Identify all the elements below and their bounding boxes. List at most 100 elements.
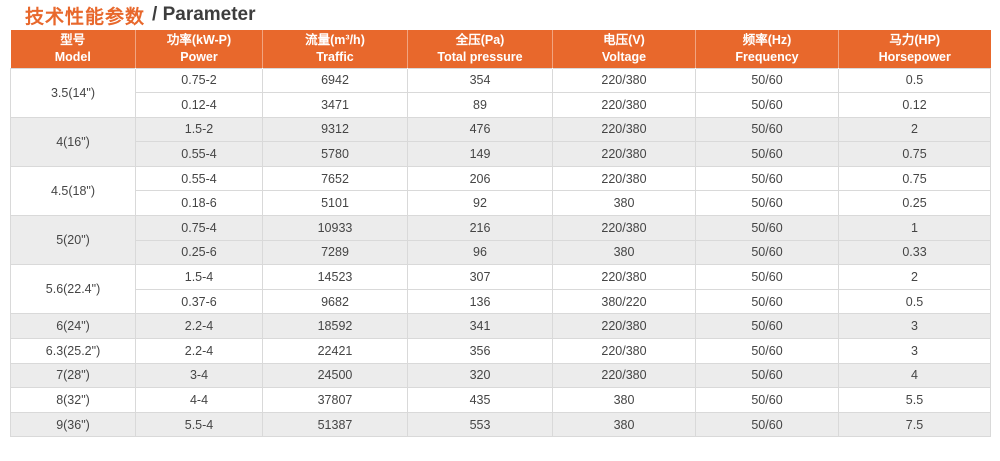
table-cell: 50/60 [695,141,839,167]
table-cell: 380 [552,387,696,413]
table-cell: 50/60 [695,215,839,241]
table-cell: 0.33 [838,239,991,266]
table-cell: 0.5 [838,67,991,94]
column-header-en: Total pressure [437,49,523,64]
table-cell: 50/60 [695,338,839,364]
table-cell: 220/380 [552,165,696,192]
column-header-en: Power [180,49,218,64]
table-cell: 220/380 [552,215,696,241]
model-cell: 7(28") [10,362,136,389]
table-cell: 50/60 [695,288,839,315]
column-header-total-pressure: 全压(Pa) Total pressure [407,30,553,68]
table-cell: 220/380 [552,313,696,340]
column-header-frequency: 频率(Hz) Frequency [695,30,839,68]
model-cell: 3.5(14") [10,67,136,118]
column-header-voltage: 电压(V) Voltage [552,30,696,68]
table-cell: 307 [407,264,553,290]
table-cell: 50/60 [695,411,839,438]
table-cell: 220/380 [552,338,696,364]
table-cell: 50/60 [695,313,839,340]
table-cell: 5.5-4 [135,411,263,438]
table-row: 6(24") 2.2-4 18592 341 220/380 50/60 3 [10,313,991,340]
table-cell: 5.5 [838,387,991,413]
table-cell: 0.12-4 [135,92,263,118]
table-cell: 0.75 [838,165,991,192]
table-cell: 7.5 [838,411,991,438]
table-cell: 0.25 [838,190,991,217]
table-cell: 354 [407,67,553,94]
table-cell: 0.5 [838,288,991,315]
table-cell: 220/380 [552,141,696,167]
table-row: 8(32") 4-4 37807 435 380 50/60 5.5 [10,387,991,413]
table-cell: 5780 [262,141,408,167]
parameters-table: 型号 Model 功率(kW-P) Power 流量(m³/h) Traffic 全压(Pa… [10,30,991,438]
table-row: 6.3(25.2") 2.2-4 22421 356 220/380 50/60 3 [10,338,991,364]
table-cell: 3471 [262,92,408,118]
column-header-zh: 型号 [60,32,86,47]
table-cell: 2.2-4 [135,338,263,364]
page-title-zh: 技术性能参数 [25,6,146,28]
column-header-en: Model [54,49,91,64]
column-header-zh: 电压(V) [603,32,645,47]
table-cell: 24500 [262,362,408,389]
model-cell: 5(20") [10,215,136,266]
page-title-en: / Parameter [152,4,256,25]
column-header-power: 功率(kW-P) Power [135,30,263,68]
table-cell: 89 [407,92,553,118]
table-cell: 10933 [262,215,408,241]
table-cell: 1.5-2 [135,116,263,143]
model-cell: 4.5(18") [10,165,136,217]
table-cell: 22421 [262,338,408,364]
table-cell: 0.18-6 [135,190,263,217]
column-header-zh: 功率(kW-P) [166,32,232,47]
model-cell: 4(16") [10,116,136,167]
table-cell: 50/60 [695,264,839,290]
table-cell: 220/380 [552,362,696,389]
table-cell: 50/60 [695,92,839,118]
table-cell: 553 [407,411,553,438]
model-cell: 5.6(22.4") [10,264,136,315]
column-header-en: Horsepower [878,49,951,64]
table-cell: 0.25-6 [135,239,263,266]
model-cell: 6.3(25.2") [10,338,136,364]
table-row: 5.6(22.4") 1.5-4 14523 307 220/380 50/60 2 [10,264,991,315]
table-cell: 96 [407,239,553,266]
table-cell: 0.75-2 [135,67,263,94]
table-cell: 220/380 [552,116,696,143]
column-header-zh: 流量(m³/h) [305,32,365,47]
table-cell: 6942 [262,67,408,94]
table-cell: 7652 [262,165,408,192]
table-cell: 320 [407,362,553,389]
table-cell: 0.55-4 [135,165,263,192]
column-header-zh: 马力(HP) [889,32,941,47]
table-cell: 4 [838,362,991,389]
column-header-zh: 频率(Hz) [742,32,792,47]
table-row: 0.18-6 5101 92 380 50/60 0.25 [11,190,991,217]
model-cell: 9(36") [10,411,136,438]
table-cell: 50/60 [695,165,839,192]
table-cell: 50/60 [695,67,839,94]
table-cell: 5101 [262,190,408,217]
table-row: 3.5(14") 0.75-2 6942 354 220/380 50/60 0.5 [10,67,991,118]
table-cell: 3 [838,313,991,340]
table-cell: 3-4 [135,362,263,389]
table-cell: 380 [552,411,696,438]
table-cell: 220/380 [552,92,696,118]
table-row: 4.5(18") 0.55-4 7652 206 220/380 50/60 0.75 [10,165,991,217]
table-cell: 136 [407,288,553,315]
table-row: 0.12-4 3471 89 220/380 50/60 0.12 [11,92,991,118]
table-cell: 2 [838,264,991,290]
table-row: 0.37-6 9682 136 380/220 50/60 0.5 [11,288,991,315]
table-row: 0.25-6 7289 96 380 50/60 0.33 [11,239,991,266]
column-header-horsepower: 马力(HP) Horsepower [838,30,991,68]
table-cell: 51387 [262,411,408,438]
model-cell: 6(24") [10,313,136,340]
table-cell: 50/60 [695,190,839,217]
table-cell: 1 [838,215,991,241]
column-header-zh: 全压(Pa) [455,32,505,47]
column-header-traffic: 流量(m³/h) Traffic [262,30,408,68]
column-header-en: Frequency [735,49,799,64]
table-cell: 50/60 [695,362,839,389]
table-cell: 9682 [262,288,408,315]
